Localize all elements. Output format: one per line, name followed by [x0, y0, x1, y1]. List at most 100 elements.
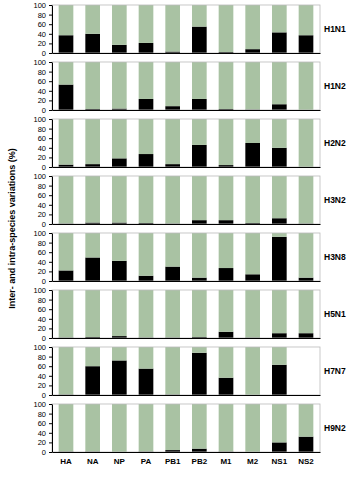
bar [139, 176, 154, 223]
bar [219, 378, 234, 395]
bar [245, 49, 260, 53]
y-tick-label: 100 [33, 1, 46, 10]
panel-title: H5N1 [324, 309, 346, 319]
y-tick-mark [49, 148, 52, 149]
bar [139, 99, 154, 110]
y-tick-label: 60 [38, 248, 46, 257]
bar [59, 5, 74, 35]
y-tick: 60 [38, 20, 52, 29]
y-tick-mark [49, 262, 52, 263]
y-tick: 60 [38, 248, 52, 257]
bar [112, 360, 127, 395]
bar [192, 449, 207, 452]
bar [139, 62, 154, 99]
y-tick: 40 [38, 429, 52, 438]
y-tick-label: 20 [38, 438, 46, 447]
bar [192, 119, 207, 145]
y-tick: 100 [33, 1, 52, 10]
y-axis: 020406080100 [33, 343, 52, 400]
y-tick: 40 [38, 201, 52, 210]
bars [59, 5, 314, 53]
y-tick: 80 [38, 353, 52, 362]
y-tick-mark [49, 328, 52, 329]
x-axis-line [53, 53, 321, 54]
y-tick-mark [49, 53, 52, 54]
bar [192, 176, 207, 220]
bar [192, 353, 207, 395]
x-tick: PA [141, 452, 152, 466]
x-tick-label: PB1 [165, 457, 181, 466]
y-tick-mark [49, 395, 52, 396]
bar [85, 366, 100, 395]
bar [139, 347, 154, 369]
bar [59, 347, 74, 395]
y-tick-mark [49, 91, 52, 92]
panel-title: H3N8 [324, 252, 346, 262]
y-tick-label: 40 [38, 201, 46, 210]
y-tick-mark [49, 81, 52, 82]
frame [52, 404, 320, 452]
bar [165, 290, 180, 338]
bar [192, 404, 207, 449]
y-tick-mark [49, 205, 52, 206]
y-tick: 80 [38, 68, 52, 77]
x-tick: PB1 [165, 452, 181, 466]
x-tick: NS1 [272, 452, 288, 466]
x-axis-line [53, 452, 321, 453]
y-tick-mark [49, 423, 52, 424]
bars [59, 347, 287, 395]
y-axis-line [52, 405, 53, 453]
y-tick: 40 [38, 315, 52, 324]
y-tick: 60 [38, 191, 52, 200]
y-tick: 0 [42, 448, 52, 457]
y-tick: 60 [38, 134, 52, 143]
x-axis: HANANPPAPB1PB2M1M2NS1NS2 [53, 452, 321, 466]
bar [299, 333, 314, 338]
x-axis [53, 110, 321, 111]
bar [165, 267, 180, 281]
y-tick-mark [49, 72, 52, 73]
panel: 020406080100HANANPPAPB1PB2M1M2NS1NS2H9N2 [33, 400, 346, 466]
x-axis-line [53, 224, 321, 225]
bar [272, 104, 287, 110]
y-axis: 020406080100 [33, 229, 52, 286]
y-tick: 0 [42, 391, 52, 400]
y-tick: 20 [38, 39, 52, 48]
bar [272, 62, 287, 104]
y-tick-label: 40 [38, 258, 46, 267]
bar [112, 261, 127, 281]
bar [272, 32, 287, 53]
bar [192, 278, 207, 281]
bar [139, 233, 154, 276]
bar [272, 176, 287, 218]
y-tick-mark [49, 252, 52, 253]
y-tick: 20 [38, 267, 52, 276]
bar [219, 290, 234, 332]
x-tick-label: M2 [247, 457, 259, 466]
y-tick: 100 [33, 115, 52, 124]
bar [165, 106, 180, 110]
y-axis-line [52, 63, 53, 111]
bar [219, 268, 234, 281]
bar [112, 404, 127, 452]
bar [59, 176, 74, 224]
y-axis: 020406080100 [33, 1, 52, 58]
panel: 020406080100H1N2 [33, 58, 346, 115]
y-tick-label: 80 [38, 410, 46, 419]
panel: 020406080100H7N7 [33, 343, 346, 400]
y-tick-label: 0 [42, 391, 46, 400]
y-tick-mark [49, 300, 52, 301]
y-tick-mark [49, 290, 52, 291]
y-tick-mark [49, 319, 52, 320]
y-tick-mark [49, 129, 52, 130]
bar [245, 290, 260, 338]
y-tick-mark [49, 347, 52, 348]
y-axis: 020406080100 [33, 400, 52, 457]
bar [192, 220, 207, 224]
bar [165, 119, 180, 164]
y-tick-mark [49, 224, 52, 225]
bar [299, 176, 314, 224]
bar [272, 347, 287, 365]
bar [112, 119, 127, 158]
x-axis-line [53, 338, 321, 339]
